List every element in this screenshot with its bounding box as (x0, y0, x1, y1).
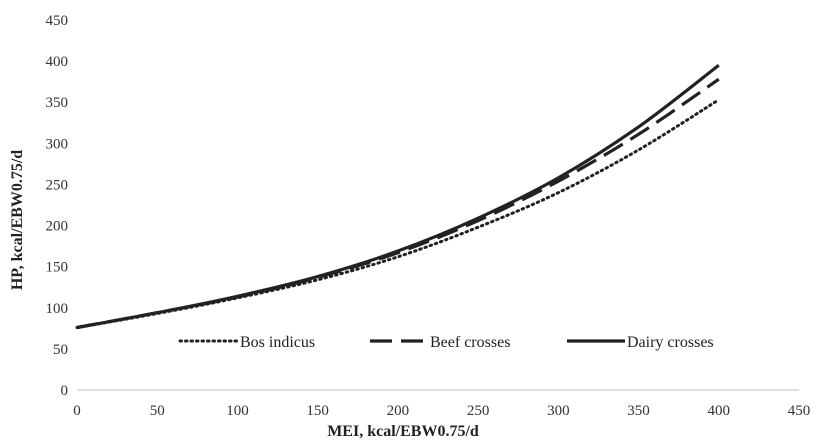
x-axis-title: MEI, kcal/EBW0.75/d (327, 423, 479, 440)
y-tick-label: 350 (46, 95, 69, 111)
x-tick-label: 100 (226, 403, 249, 419)
series-line-bos-indicus (75, 98, 721, 330)
y-tick-label: 200 (46, 219, 69, 235)
x-tick-label: 400 (708, 403, 731, 419)
series-line-dairy-crosses (76, 63, 720, 330)
x-tick-label: 250 (467, 403, 490, 419)
x-axis-ticks: 0 50 100 150 200 250 300 350 400 450 (73, 403, 810, 419)
legend-label: Beef crosses (430, 334, 510, 351)
series-line-beef-crosses (76, 77, 720, 330)
x-tick-label: 350 (627, 403, 650, 419)
legend-label: Dairy crosses (627, 334, 714, 351)
x-tick-label: 150 (306, 403, 329, 419)
x-tick-label: 450 (788, 403, 811, 419)
y-axis-title: HP, kcal/EBW0.75/d (9, 150, 26, 290)
legend: Bos indicus Beef crosses Dairy crosses (178, 334, 714, 351)
y-tick-label: 450 (46, 13, 69, 29)
y-tick-label: 250 (46, 177, 69, 193)
x-tick-label: 0 (73, 403, 81, 419)
legend-label: Bos indicus (240, 334, 315, 351)
y-axis-ticks: 0 50 100 150 200 250 300 350 400 450 (46, 13, 69, 399)
x-tick-label: 50 (150, 403, 165, 419)
y-tick-label: 400 (46, 54, 69, 70)
series-lines (75, 63, 721, 330)
y-tick-label: 300 (46, 136, 69, 152)
y-tick-label: 100 (46, 301, 69, 317)
y-tick-label: 50 (53, 342, 68, 358)
x-tick-label: 200 (387, 403, 410, 419)
y-tick-label: 150 (46, 260, 69, 276)
x-tick-label: 300 (547, 403, 570, 419)
y-tick-label: 0 (61, 383, 69, 399)
